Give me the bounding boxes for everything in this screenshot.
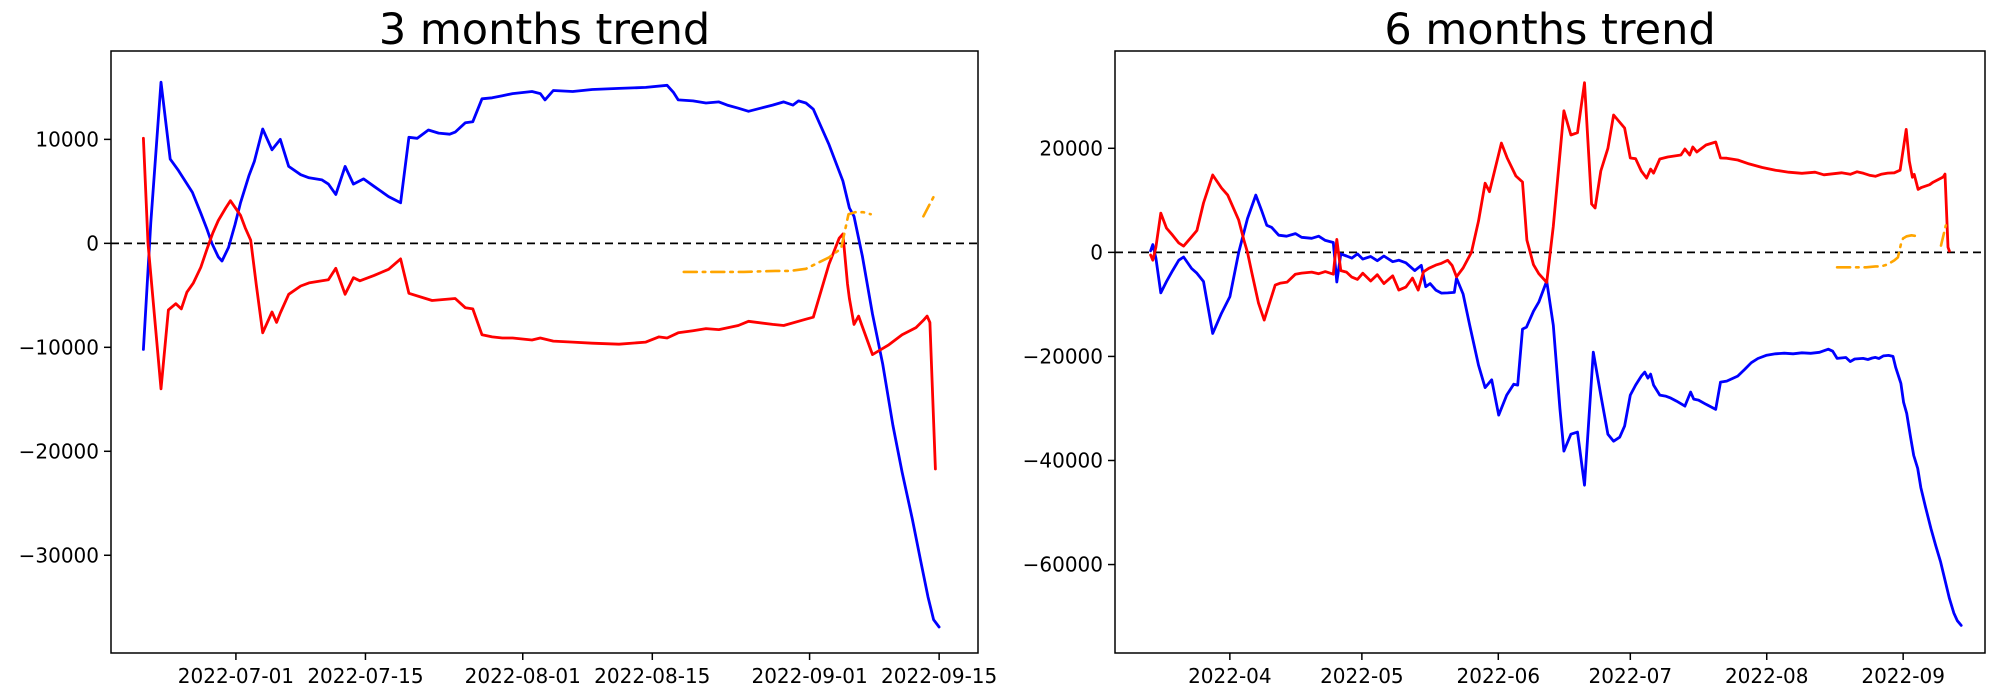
y-tick-label: −20000 xyxy=(1023,344,1103,368)
x-tick-label: 2022-08 xyxy=(1725,664,1809,688)
y-tick-label: −60000 xyxy=(1023,553,1103,577)
series-line-orange xyxy=(922,192,937,218)
x-tick-label: 2022-07-15 xyxy=(307,664,423,688)
chart-0: 2022-07-01 2022-07-15 2022-08-01 2022-08-15… xyxy=(19,50,997,688)
y-tick-label: 0 xyxy=(86,231,99,255)
plot-border xyxy=(110,50,979,654)
series-line-orange xyxy=(1939,224,1948,247)
y-tick-label: 20000 xyxy=(1039,136,1103,160)
x-tick-label: 2022-05 xyxy=(1320,664,1404,688)
series-line-blue xyxy=(1149,193,1963,627)
y-tick-label: −30000 xyxy=(19,543,99,567)
y-tick-label: 10000 xyxy=(35,127,99,151)
plot-border xyxy=(1114,50,1986,654)
chart-1: 2022-04 2022-05 2022-06 2022-07 2022-08 2022-… xyxy=(1023,50,1986,688)
x-tick-label: 2022-09-01 xyxy=(751,664,867,688)
x-tick-label: 2022-07-01 xyxy=(178,664,294,688)
series-line-red xyxy=(1149,81,1951,322)
series-line-blue xyxy=(141,80,941,629)
x-tick-label: 2022-08-01 xyxy=(465,664,581,688)
chart-title-3-months: 3 months trend xyxy=(378,5,711,55)
y-tick-label: −10000 xyxy=(19,335,99,359)
x-tick-label: 2022-04 xyxy=(1188,664,1272,688)
chart-title-6-months: 6 months trend xyxy=(1384,5,1716,55)
x-tick-label: 2022-08-15 xyxy=(594,664,710,688)
x-tick-label: 2022-09 xyxy=(1861,664,1945,688)
x-tick-label: 2022-07 xyxy=(1589,664,1673,688)
series-line-red xyxy=(141,136,937,471)
series-line-orange xyxy=(1835,234,1920,269)
y-tick-label: −40000 xyxy=(1023,448,1103,472)
y-tick-label: −20000 xyxy=(19,439,99,463)
y-tick-label: 0 xyxy=(1090,240,1103,264)
series-line-orange xyxy=(682,210,873,274)
x-tick-label: 2022-06 xyxy=(1457,664,1541,688)
x-tick-label: 2022-09-15 xyxy=(881,664,997,688)
